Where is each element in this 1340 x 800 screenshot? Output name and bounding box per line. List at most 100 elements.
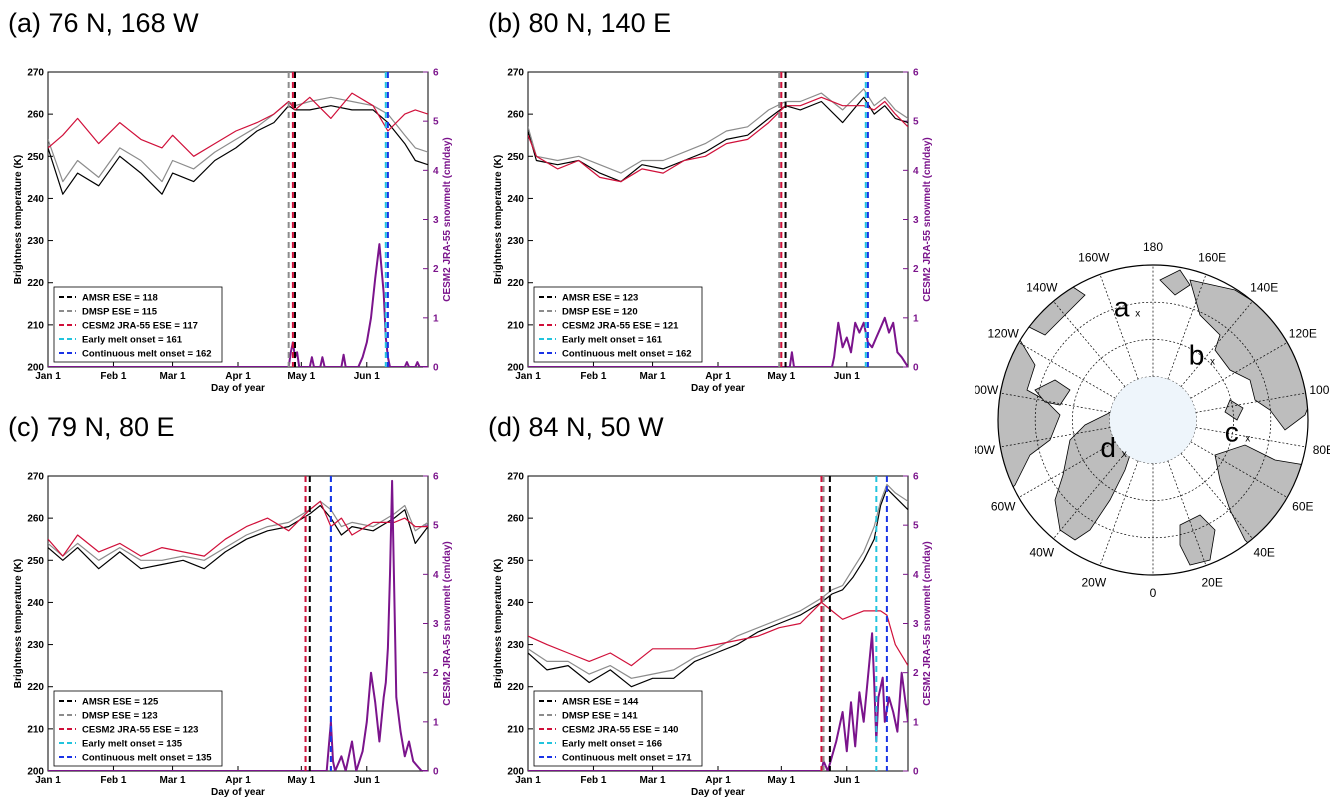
plot-area [48, 72, 428, 367]
y-tick-label: 260 [27, 514, 44, 525]
dmsp-line [528, 88, 908, 174]
panel-title: (a) 76 N, 168 W [8, 8, 199, 38]
y-tick-label: 210 [27, 724, 44, 735]
meridian [1000, 392, 1111, 413]
y-tick-label: 270 [27, 68, 44, 79]
y-tick-label: 250 [507, 152, 524, 163]
y-tick-label: 260 [27, 110, 44, 121]
x-tick-label: Feb 1 [100, 371, 127, 382]
y-tick-label: 230 [27, 236, 44, 247]
y2-axis-label: CESM2 JRA-55 snowmelt (cm/day) [922, 137, 933, 302]
y2-axis-label: CESM2 JRA-55 snowmelt (cm/day) [442, 541, 453, 706]
legend-entry: DMSP ESE = 115 [82, 307, 158, 318]
y-tick-label: 220 [507, 278, 524, 289]
legend-entry: Early melt onset = 161 [562, 335, 663, 346]
x-tick-label: Feb 1 [580, 371, 607, 382]
y2-tick-label: 0 [913, 363, 919, 374]
longitude-label: 100E [1309, 383, 1330, 397]
y-tick-label: 210 [507, 320, 524, 331]
panel-title: (d) 84 N, 50 W [488, 412, 664, 442]
y2-tick-label: 5 [913, 117, 919, 128]
legend-entry: Continuous melt onset = 135 [82, 753, 212, 764]
x-tick-label: Jun 1 [834, 371, 861, 382]
y-tick-label: 240 [507, 598, 524, 609]
legend-entry: CESM2 JRA-55 ESE = 121 [562, 321, 679, 332]
y2-tick-label: 3 [913, 619, 919, 630]
y2-tick-label: 4 [913, 570, 919, 581]
y-tick-label: 220 [507, 682, 524, 693]
x-tick-label: Mar 1 [159, 775, 186, 786]
x-tick-label: May 1 [287, 775, 315, 786]
panel-d: (d) 84 N, 50 W 200 210 220 230 240 250 260 270 0… [488, 412, 948, 799]
longitude-label: 160W [1078, 250, 1110, 264]
y-tick-label: 240 [507, 194, 524, 205]
y-tick-label: 250 [27, 152, 44, 163]
longitude-label: 20E [1201, 576, 1222, 590]
meridian [1195, 392, 1306, 413]
meridian [1167, 460, 1207, 566]
meridian [1195, 427, 1306, 448]
y2-tick-label: 0 [433, 363, 439, 374]
dmsp-line [528, 483, 908, 679]
longitude-label: 40E [1254, 546, 1275, 560]
chart-a: 200 210 220 230 240 250 260 270 0 1 2 3 4 5 6 Jan 1 Feb … [13, 68, 453, 395]
x-tick-label: Apr 1 [225, 775, 251, 786]
amsr-line [528, 96, 908, 183]
y-tick-label: 220 [27, 278, 44, 289]
cesm-line [528, 96, 908, 183]
map-border [997, 264, 1309, 576]
longitude-label: 160E [1198, 250, 1226, 264]
y2-tick-label: 2 [913, 668, 919, 679]
cesm-line [528, 601, 908, 667]
legend-entry: Continuous melt onset = 162 [82, 349, 212, 360]
x-tick-label: Jan 1 [35, 775, 61, 786]
chart-d: 200 210 220 230 240 250 260 270 0 1 2 3 4 5 6 Jan 1 Feb … [493, 472, 933, 799]
x-tick-label: Jun 1 [354, 371, 381, 382]
y2-tick-label: 0 [433, 767, 439, 778]
site-marker-x: x [1245, 433, 1250, 444]
longitude-label: 60W [991, 500, 1016, 514]
longitude-label: 40W [1029, 546, 1054, 560]
y-tick-label: 230 [507, 236, 524, 247]
graticule [1000, 265, 1306, 575]
snowmelt-line [48, 243, 428, 367]
x-tick-label: Mar 1 [159, 371, 186, 382]
x-tick-label: Apr 1 [705, 775, 731, 786]
y-tick-label: 260 [507, 514, 524, 525]
legend-entry: Early melt onset = 161 [82, 335, 183, 346]
y2-tick-label: 6 [433, 68, 439, 79]
x-tick-label: Feb 1 [100, 775, 127, 786]
y2-tick-label: 3 [913, 215, 919, 226]
longitude-label: 180 [1143, 240, 1163, 254]
y2-tick-label: 0 [913, 767, 919, 778]
y2-tick-label: 1 [433, 313, 439, 324]
y-tick-label: 230 [507, 640, 524, 651]
y-tick-label: 200 [27, 767, 44, 778]
site-label: d [1100, 432, 1116, 463]
y2-tick-label: 5 [433, 117, 439, 128]
legend: AMSR ESE = 123 DMSP ESE = 120 CESM2 JRA-55… [533, 286, 703, 363]
land-polygon [1034, 379, 1071, 406]
amsr-line [48, 504, 428, 570]
legend-box [53, 286, 223, 363]
cesm-line [48, 500, 428, 557]
y-tick-label: 200 [27, 363, 44, 374]
site-label: b [1189, 340, 1205, 371]
site-label: a [1114, 291, 1130, 322]
land-polygon [1159, 269, 1191, 296]
legend-entry: DMSP ESE = 141 [562, 711, 638, 722]
snowmelt-line [48, 479, 428, 771]
y-tick-label: 270 [507, 472, 524, 483]
x-tick-label: Mar 1 [639, 775, 666, 786]
amsr-line [528, 487, 908, 688]
y2-tick-label: 1 [913, 717, 919, 728]
legend: AMSR ESE = 125 DMSP ESE = 123 CESM2 JRA-55… [53, 690, 223, 767]
y2-tick-label: 4 [913, 166, 919, 177]
meridian [1190, 441, 1288, 498]
meridian [1018, 441, 1116, 498]
y2-tick-label: 3 [433, 619, 439, 630]
legend-box [533, 690, 703, 767]
y-tick-label: 270 [27, 472, 44, 483]
plot-area [528, 72, 908, 367]
y-axis-label: Brightness temperature (K) [13, 155, 24, 284]
